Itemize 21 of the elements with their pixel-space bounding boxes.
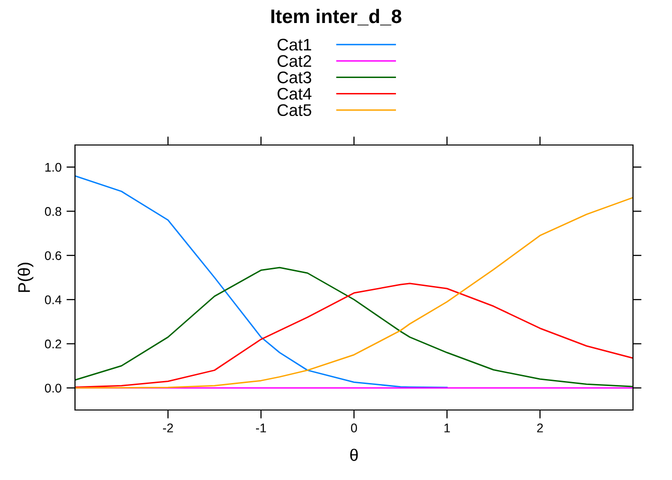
x-tick-label: 2 [537,424,543,432]
x-tick-label: 0 [351,424,357,432]
y-tick-label: 0.4 [44,295,62,304]
y-tick-label: 0.2 [44,340,62,348]
line-series [75,175,448,388]
x-tick-label: -1 [256,424,266,432]
legend-label: Cat5 [278,104,312,116]
chart-title: Item inter_d_8 [271,8,402,26]
y-tick-label: 1.0 [45,162,62,172]
legend-label: Cat3 [278,72,312,84]
y-tick-label: 0.6 [44,251,62,260]
x-tick-label: 1 [444,424,450,432]
x-axis-title: θ [350,448,358,461]
y-tick-label: 0.8 [44,207,62,216]
legend-label: Cat1 [278,38,312,51]
legend-label: Cat4 [278,88,312,100]
x-tick-label: -2 [163,424,173,432]
y-tick-label: 0.0 [44,384,62,393]
legend-label: Cat2 [278,55,312,67]
line-series [75,196,633,389]
y-axis-title: P(θ) [18,262,34,292]
